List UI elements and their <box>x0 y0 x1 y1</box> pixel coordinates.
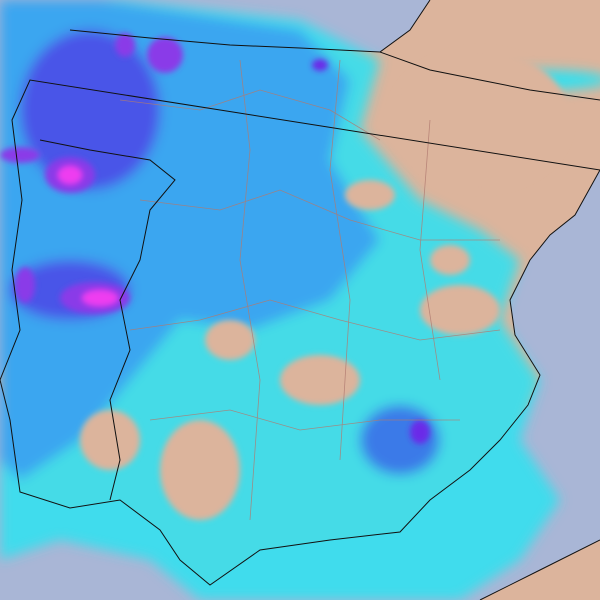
spain-portugal-border <box>39 139 176 501</box>
precip-heavy-galicia <box>20 30 160 190</box>
dry-patches <box>80 50 570 520</box>
precip-heavy-murcia <box>360 405 440 475</box>
coastline <box>0 0 600 586</box>
precip-hotspots <box>0 33 430 444</box>
pyrenees-border <box>379 51 600 101</box>
admin-borders <box>119 59 501 521</box>
africa-coast <box>479 539 600 600</box>
